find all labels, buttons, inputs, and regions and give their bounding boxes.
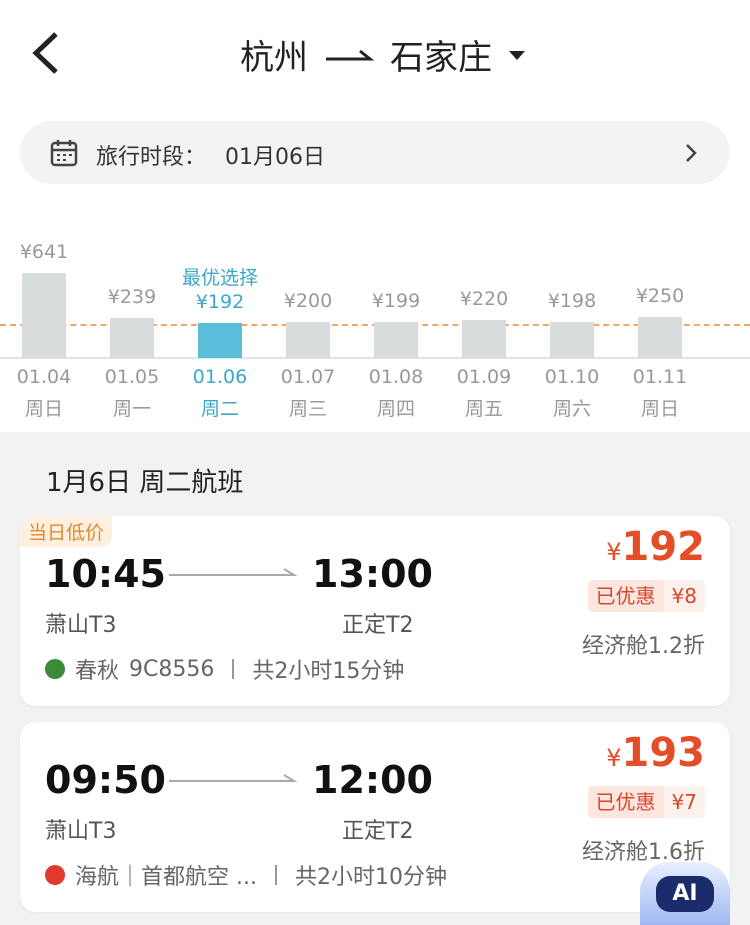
airline-icon — [45, 659, 65, 679]
depart-airport: 萧山T3 — [45, 613, 117, 638]
discount-amount: ¥7 — [663, 786, 705, 818]
weekday-label: 周二 — [200, 398, 239, 420]
price-calendar: ¥641 01.04 周日 ¥239 01.05 周一 ¥192 最优选择 01.06 周二 ¥20… — [0, 200, 750, 432]
chevron — [686, 144, 697, 162]
airline-row: 海航｜首都航空 ... 共2小时10分钟 — [45, 859, 447, 891]
day-column[interactable]: ¥641 01.04 周日 — [0, 200, 88, 432]
price-label: ¥239 — [107, 285, 157, 308]
dropdown-icon — [509, 50, 525, 60]
date-label: 01.05 — [104, 366, 160, 388]
price-bar — [286, 322, 330, 358]
date-label: 01.10 — [544, 366, 600, 388]
day-column[interactable]: ¥192 最优选择 01.06 周二 — [176, 200, 264, 432]
discount-amount: ¥8 — [663, 580, 705, 612]
price-label: ¥200 — [283, 290, 333, 313]
back-button[interactable] — [28, 30, 62, 76]
depart-time: 09:50 — [45, 758, 166, 802]
weekday-label: 周日 — [640, 398, 679, 420]
weekday-label: 周日 — [24, 398, 63, 420]
flight-card[interactable]: 当日低价 10:45 13:00 萧山T3 正定T2 春秋 9C8556 共2小时15分钟 ¥1… — [20, 516, 730, 706]
airline: 海航｜首都航空 ... — [75, 865, 257, 890]
assistant-badge[interactable]: AI — [640, 862, 730, 925]
separator — [232, 659, 235, 679]
destination: 石家庄 — [390, 38, 492, 78]
price-bar — [110, 317, 154, 358]
airline-row: 春秋 9C8556 共2小时15分钟 — [45, 653, 404, 685]
range-value: 01月06日 — [225, 145, 325, 170]
origin: 杭州 — [240, 38, 308, 78]
baseline — [0, 357, 750, 359]
airline-icon — [45, 865, 65, 885]
date-label: 01.06 — [192, 366, 248, 388]
depart-airport: 萧山T3 — [45, 819, 117, 844]
price-bar — [550, 322, 594, 358]
date-label: 01.07 — [280, 366, 336, 388]
route-title[interactable]: 杭州 石家庄 — [240, 30, 526, 79]
price-label: ¥220 — [459, 287, 509, 310]
assistant-text: AI — [656, 876, 714, 912]
price-label: ¥199 — [371, 290, 421, 313]
arrive-time: 13:00 — [312, 552, 433, 596]
price-bar — [462, 319, 506, 358]
flight-card[interactable]: 09:50 12:00 萧山T3 正定T2 海航｜首都航空 ... 共2小时10分钟 ¥19… — [20, 722, 730, 912]
duration: 共2小时15分钟 — [252, 659, 405, 684]
date-label: 01.04 — [16, 366, 72, 388]
weekday-label: 周五 — [464, 398, 503, 420]
price-bar — [374, 322, 418, 358]
currency: ¥ — [606, 744, 622, 772]
price-bar — [638, 316, 682, 358]
duration: 共2小时10分钟 — [294, 865, 447, 890]
price-bar — [22, 273, 66, 358]
price-label: ¥250 — [635, 284, 685, 307]
arrive-time: 12:00 — [312, 758, 433, 802]
airline: 春秋 — [75, 659, 120, 684]
discount-text: 已优惠 — [587, 580, 664, 612]
arrive-airport: 正定T2 — [342, 819, 414, 844]
weekday-label: 周四 — [376, 398, 415, 420]
flight-number: 9C8556 — [129, 656, 215, 682]
discount[interactable]: 已优惠 ¥7 — [587, 786, 705, 818]
price-value: 193 — [621, 730, 706, 776]
price-value: 192 — [621, 524, 706, 570]
price: ¥192 — [606, 524, 705, 570]
day-column[interactable]: ¥220 01.09 周五 — [440, 200, 528, 432]
price-label: ¥192 — [195, 291, 245, 313]
best-label: 最优选择 — [181, 267, 258, 289]
range-label: 旅行时段： — [96, 145, 207, 170]
currency: ¥ — [606, 538, 622, 566]
depart-time: 10:45 — [45, 552, 166, 596]
day-column[interactable]: ¥200 01.07 周三 — [264, 200, 352, 432]
price-label: ¥198 — [547, 290, 597, 313]
arrive-airport: 正定T2 — [342, 613, 414, 638]
price: ¥193 — [606, 730, 705, 776]
section-title: 1月6日 周二航班 — [46, 468, 244, 498]
date-range-bar[interactable]: 旅行时段： 01月06日 — [20, 121, 730, 184]
day-column[interactable]: ¥198 01.10 周六 — [528, 200, 616, 432]
date-label: 01.11 — [632, 366, 688, 388]
weekday-label: 周三 — [288, 398, 327, 420]
price-label: ¥641 — [19, 241, 69, 263]
calendar-icon — [50, 140, 78, 167]
day-column[interactable]: ¥250 01.11 周日 — [616, 200, 704, 432]
flight-arrow — [169, 774, 298, 782]
discount[interactable]: 已优惠 ¥8 — [587, 580, 705, 612]
day-column[interactable]: ¥239 01.05 周一 — [88, 200, 176, 432]
cabin: 经济舱1.2折 — [582, 634, 705, 659]
day-column[interactable]: ¥199 01.08 周四 — [352, 200, 440, 432]
discount-text: 已优惠 — [587, 786, 664, 818]
weekday-label: 周六 — [552, 398, 591, 420]
date-label: 01.08 — [368, 366, 424, 388]
route-arrow — [326, 49, 374, 60]
cabin: 经济舱1.6折 — [582, 840, 705, 865]
separator — [274, 865, 277, 885]
weekday-label: 周一 — [112, 398, 151, 420]
flight-arrow — [169, 568, 298, 576]
price-bar — [198, 323, 242, 358]
date-label: 01.09 — [456, 366, 512, 388]
tag: 当日低价 — [20, 516, 113, 547]
